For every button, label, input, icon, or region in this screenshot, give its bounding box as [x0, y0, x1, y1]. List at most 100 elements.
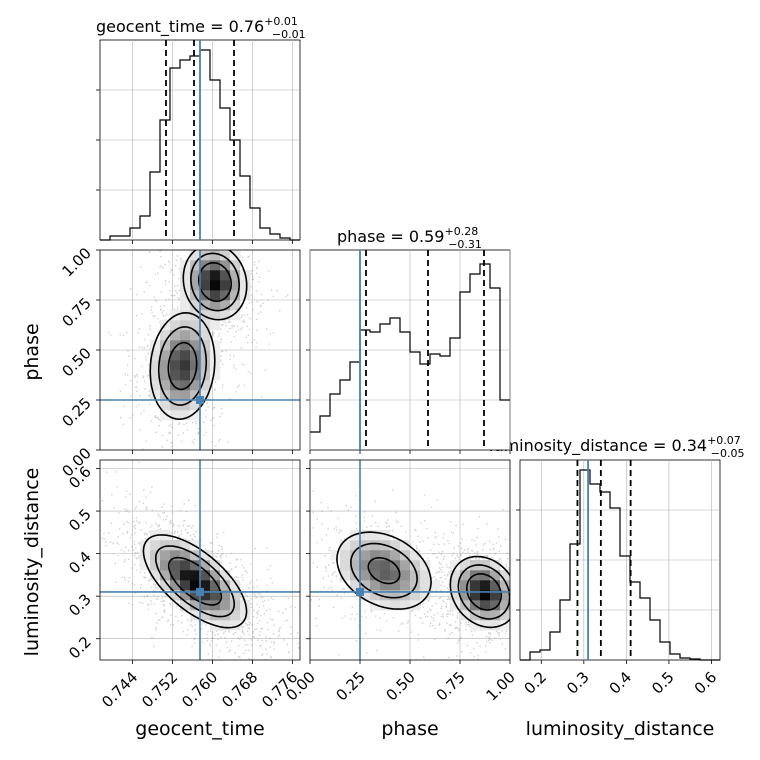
density-cell	[370, 530, 381, 541]
density-cell	[490, 620, 501, 631]
density-cell	[230, 620, 241, 631]
density-cell	[160, 380, 171, 391]
density-cell	[170, 590, 181, 601]
density-cell	[370, 590, 381, 601]
density-cell	[380, 530, 391, 541]
density-cell	[460, 590, 471, 601]
density-cell	[480, 620, 491, 631]
density-cell	[360, 570, 371, 581]
density-cell	[330, 550, 341, 561]
panel-title-geocent_time: geocent_time = 0.76+0.01 −0.01	[96, 15, 306, 41]
density-cell	[220, 590, 231, 601]
density-cell	[180, 600, 191, 611]
density-cell	[180, 550, 191, 561]
density-cell	[210, 590, 221, 601]
density-cell	[220, 250, 231, 261]
contour-line	[167, 341, 198, 391]
contour-line	[182, 250, 248, 321]
density-cell	[380, 600, 391, 611]
density-cell	[170, 380, 181, 391]
density-cell	[480, 600, 491, 611]
density-cell	[190, 400, 201, 411]
density-cell	[200, 330, 211, 341]
density-cell	[150, 550, 161, 561]
contour-line	[465, 573, 503, 611]
density-cell	[160, 400, 171, 411]
density-cell	[160, 360, 171, 371]
x-axis-label-phase: phase	[381, 718, 438, 740]
density-cell	[160, 540, 171, 551]
density-cell	[480, 580, 491, 591]
density-cell	[210, 560, 221, 571]
density-cell	[160, 350, 171, 361]
density-cell	[500, 600, 510, 611]
density-cell	[380, 590, 391, 601]
density-cell	[230, 590, 241, 601]
density-cell	[160, 370, 171, 381]
density-cell	[380, 580, 391, 591]
density-cell	[210, 260, 221, 271]
density-cell	[180, 390, 191, 401]
density-cell	[460, 580, 471, 591]
density-cell	[230, 600, 241, 611]
density-cell	[420, 570, 431, 581]
density-cell	[150, 380, 161, 391]
density-cell	[490, 600, 501, 611]
density-cell	[210, 580, 221, 591]
density-cell	[190, 360, 201, 371]
x-tick-label-luminosity_distance: 0.6	[691, 668, 721, 698]
density-cell	[240, 610, 251, 621]
density-cell	[180, 540, 191, 551]
density-cell	[460, 610, 471, 621]
density-cell	[190, 320, 201, 331]
contour-line	[350, 542, 418, 599]
density-cell	[470, 620, 481, 631]
contour-line	[336, 531, 432, 610]
density-cell	[200, 310, 211, 321]
x-tick-label-phase: 0.25	[332, 668, 368, 704]
density-cell	[470, 580, 481, 591]
density-cell	[180, 320, 191, 331]
density-cell	[400, 560, 411, 571]
density-cell	[180, 290, 191, 301]
density-cell	[500, 580, 510, 591]
density-cell	[240, 280, 251, 291]
density-cell	[400, 540, 411, 551]
contour-line	[189, 252, 241, 312]
density-cell	[210, 570, 221, 581]
density-cell	[350, 550, 361, 561]
density-cell	[170, 350, 181, 361]
density-cell	[380, 570, 391, 581]
density-cell	[200, 280, 211, 291]
density-cell	[490, 560, 501, 571]
density-cell	[390, 580, 401, 591]
density-cell	[180, 280, 191, 291]
density-cell	[200, 390, 211, 401]
x-tick-label-phase: 1.00	[482, 668, 518, 704]
density-cell	[150, 390, 161, 401]
density-cell	[450, 570, 461, 581]
density-cell	[210, 300, 221, 311]
y-tick-label-luminosity_distance: 0.4	[65, 548, 95, 578]
density-cell	[460, 570, 471, 581]
density-cell	[380, 560, 391, 571]
density-cell	[200, 380, 211, 391]
density-cell	[150, 560, 161, 571]
density-cell	[200, 580, 211, 591]
density-cell	[180, 580, 191, 591]
density-cell	[340, 540, 351, 551]
density-cell	[400, 580, 411, 591]
density-cell	[500, 590, 510, 601]
density-cell	[410, 560, 421, 571]
density-cell	[170, 570, 181, 581]
density-cell	[220, 260, 231, 271]
density-cell	[210, 340, 221, 351]
contour-line	[167, 556, 223, 606]
panel-inner	[310, 460, 510, 660]
density-cell	[190, 330, 201, 341]
density-cell	[490, 610, 501, 621]
density-cell	[170, 550, 181, 561]
density-cell	[200, 570, 211, 581]
y-tick-label-phase: 0.75	[58, 294, 94, 330]
density-cell	[220, 300, 231, 311]
